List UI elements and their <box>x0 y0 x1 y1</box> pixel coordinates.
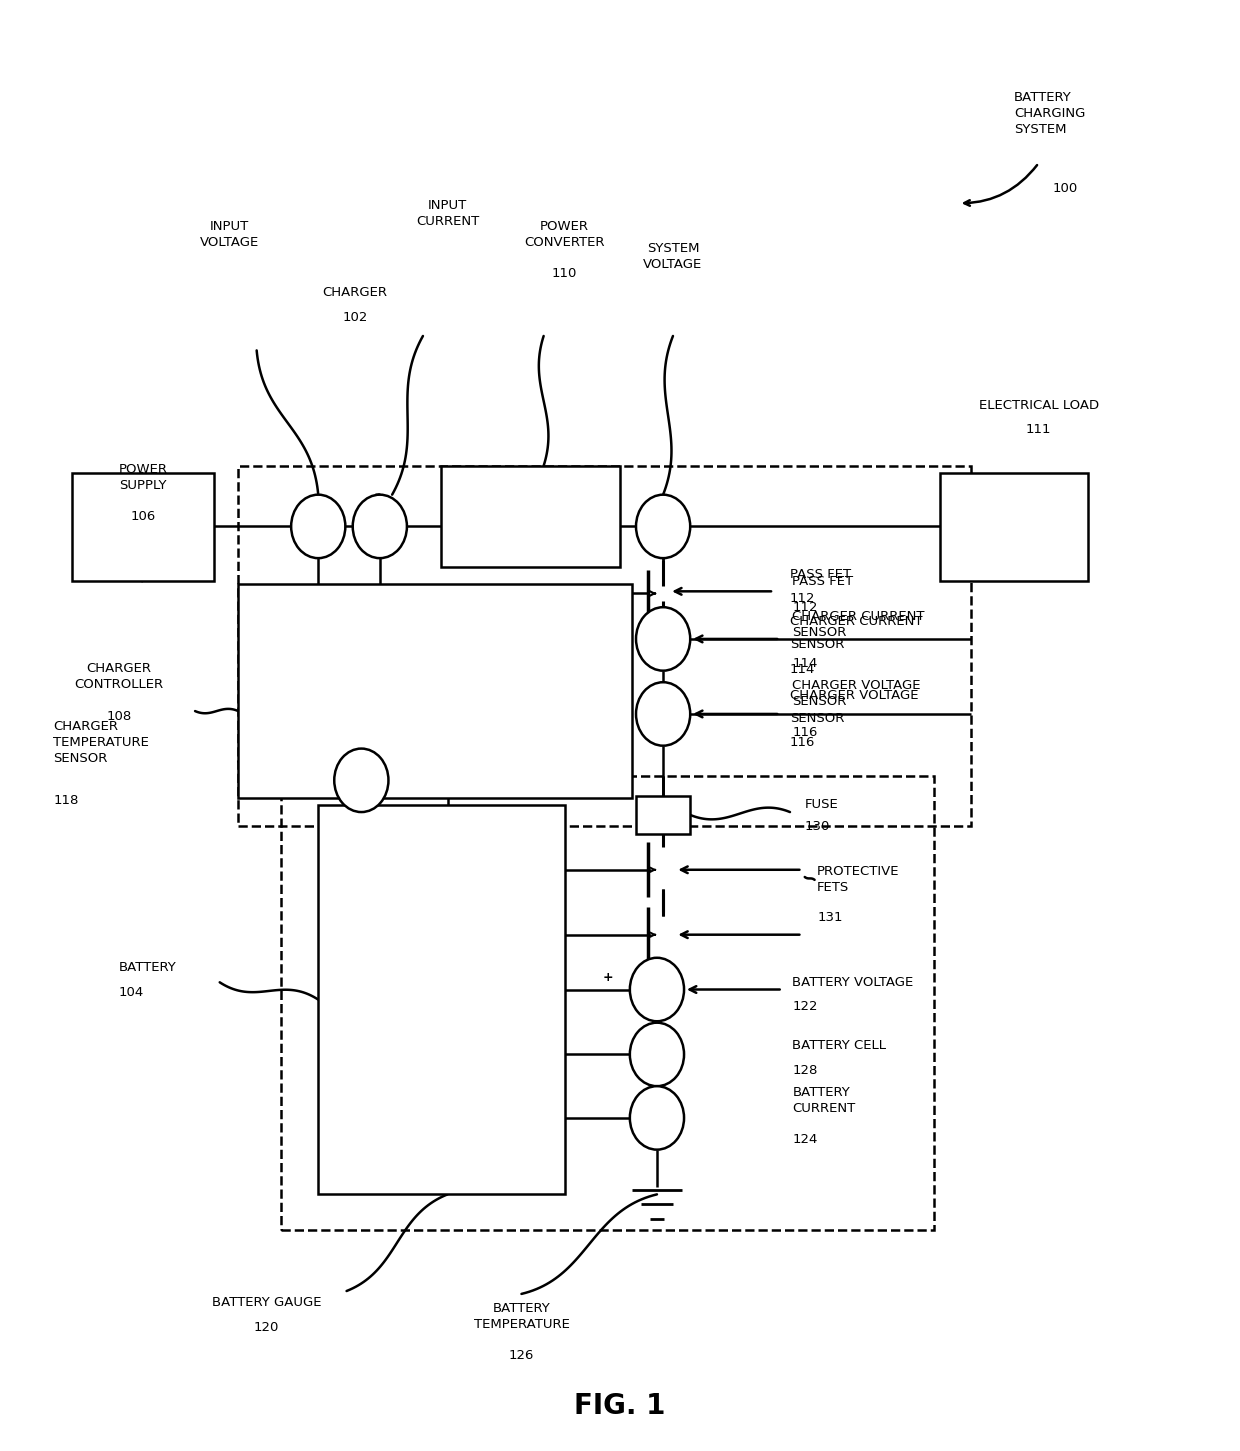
Bar <box>72 473 213 582</box>
Text: CHARGER VOLTAGE
SENSOR: CHARGER VOLTAGE SENSOR <box>792 679 921 708</box>
Text: 130: 130 <box>805 820 830 833</box>
Text: 128: 128 <box>792 1064 818 1077</box>
Text: 110: 110 <box>552 267 578 280</box>
Text: POWER
SUPPLY: POWER SUPPLY <box>119 463 167 492</box>
Text: FUSE: FUSE <box>805 798 838 811</box>
Text: BATTERY GAUGE: BATTERY GAUGE <box>212 1296 321 1309</box>
Text: 112: 112 <box>790 592 816 605</box>
Circle shape <box>630 1087 684 1149</box>
Text: FIG. 1: FIG. 1 <box>574 1393 666 1421</box>
Text: CHARGER
CONTROLLER: CHARGER CONTROLLER <box>74 662 164 691</box>
Text: 111: 111 <box>1025 424 1052 437</box>
Text: 106: 106 <box>130 509 156 522</box>
Text: CHARGER VOLTAGE: CHARGER VOLTAGE <box>790 689 919 702</box>
Bar <box>281 776 934 1230</box>
Text: ELECTRICAL LOAD: ELECTRICAL LOAD <box>978 399 1099 412</box>
Text: BATTERY
TEMPERATURE: BATTERY TEMPERATURE <box>474 1303 569 1332</box>
Text: BATTERY: BATTERY <box>119 962 176 975</box>
Text: 112: 112 <box>792 601 818 614</box>
Bar <box>940 473 1087 582</box>
Text: INPUT
CURRENT: INPUT CURRENT <box>415 199 479 228</box>
Text: INPUT
VOLTAGE: INPUT VOLTAGE <box>200 221 259 250</box>
Text: 124: 124 <box>792 1133 818 1146</box>
Text: BATTERY VOLTAGE: BATTERY VOLTAGE <box>792 975 914 988</box>
Text: CHARGER: CHARGER <box>322 286 388 299</box>
Circle shape <box>636 607 691 670</box>
Text: 102: 102 <box>342 311 368 324</box>
Bar <box>319 805 564 1194</box>
Bar <box>238 466 971 827</box>
Text: 120: 120 <box>254 1320 279 1333</box>
Text: 114: 114 <box>790 663 816 676</box>
Text: CHARGER CURRENT: CHARGER CURRENT <box>790 615 923 628</box>
Circle shape <box>630 958 684 1022</box>
Circle shape <box>335 749 388 813</box>
Bar <box>636 797 691 834</box>
Text: PROTECTIVE
FETS: PROTECTIVE FETS <box>817 865 899 894</box>
Bar <box>441 466 620 567</box>
Text: BATTERY
CHARGING
SYSTEM: BATTERY CHARGING SYSTEM <box>1014 91 1085 136</box>
Text: 126: 126 <box>508 1349 534 1362</box>
Text: PASS FET: PASS FET <box>792 575 853 588</box>
Text: 104: 104 <box>119 985 144 998</box>
Circle shape <box>291 495 345 559</box>
Text: BATTERY CELL: BATTERY CELL <box>792 1039 887 1052</box>
Circle shape <box>630 1023 684 1087</box>
Text: +: + <box>603 972 613 984</box>
Circle shape <box>352 495 407 559</box>
Text: POWER
CONVERTER: POWER CONVERTER <box>525 221 605 250</box>
Text: 116: 116 <box>790 736 816 749</box>
Text: 108: 108 <box>107 711 131 724</box>
Text: 114: 114 <box>792 657 818 670</box>
Text: SYSTEM
VOLTAGE: SYSTEM VOLTAGE <box>644 242 703 271</box>
Text: CHARGER CURRENT
SENSOR: CHARGER CURRENT SENSOR <box>792 609 925 638</box>
Text: PASS FET: PASS FET <box>790 567 851 580</box>
Text: 116: 116 <box>792 726 818 739</box>
Text: 100: 100 <box>1053 181 1078 194</box>
Circle shape <box>636 495 691 559</box>
Bar <box>238 585 632 798</box>
Text: 118: 118 <box>53 794 79 807</box>
Text: BATTERY
CURRENT: BATTERY CURRENT <box>792 1087 856 1114</box>
Text: SENSOR: SENSOR <box>790 638 844 651</box>
Text: CHARGER
TEMPERATURE
SENSOR: CHARGER TEMPERATURE SENSOR <box>53 720 149 765</box>
Text: SENSOR: SENSOR <box>790 712 844 726</box>
Text: 122: 122 <box>792 1000 818 1013</box>
Circle shape <box>636 682 691 746</box>
Text: 131: 131 <box>817 911 842 924</box>
